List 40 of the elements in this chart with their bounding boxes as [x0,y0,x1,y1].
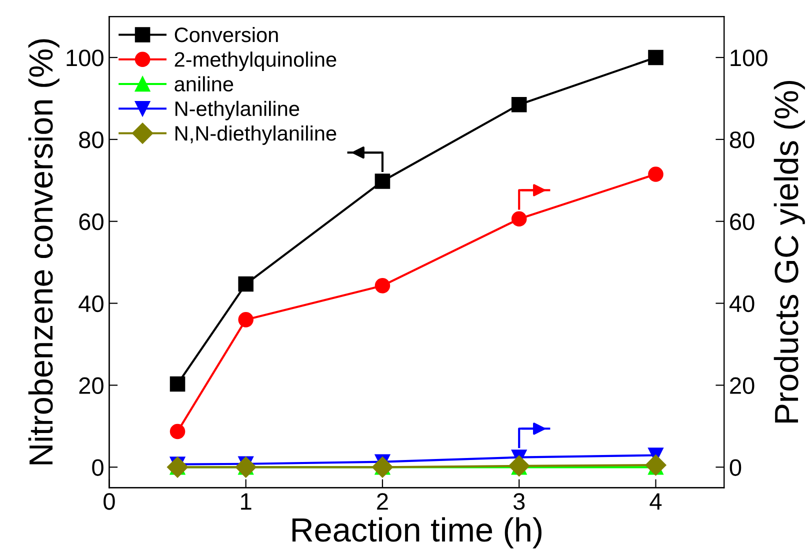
x-axis-title: Reaction time (h) [292,517,542,548]
legend-label: aniline [174,76,234,92]
y2-axis-title: Products GC yields (%) [774,80,805,423]
x-tick-label: 2 [377,493,388,510]
point [374,174,390,189]
y2-tick-label: 0 [730,459,742,476]
point [238,312,254,328]
y2-tick-label: 40 [729,295,754,312]
y2-tick-label: 80 [730,131,754,148]
point [645,454,666,476]
point [648,166,664,182]
y-tick-label: 20 [79,377,104,394]
x-tick-label: 4 [650,493,662,510]
x-tick-label: 3 [513,493,525,510]
point [170,376,186,392]
point [235,456,256,478]
y2-tick-label: 60 [730,213,754,230]
legend-label: N,N-diethylaniline [176,125,336,145]
x-tick-label: 1 [241,493,252,510]
point [511,96,527,112]
y2-tick-label: 100 [730,50,768,66]
point [167,456,188,478]
y-tick-label: 80 [79,131,104,148]
point [648,50,664,66]
legend-label: Conversion [174,26,278,42]
point [238,276,254,292]
y2-tick-label: 20 [730,377,754,394]
point [372,456,393,478]
y-tick-label: 40 [78,295,104,312]
y-tick-label: 100 [66,50,104,66]
point [511,211,527,227]
legend-label: N-ethylaniline [176,100,300,120]
y-axis-title: Nitrobenzene conversion (%) [28,39,60,464]
x-tick-label: 0 [104,493,115,510]
point [170,424,186,440]
legend-label: 2-methylquinoline [174,52,336,71]
y-tick-label: 60 [79,213,104,230]
point [374,278,390,294]
y-tick-label: 0 [92,459,104,476]
point [508,455,530,476]
